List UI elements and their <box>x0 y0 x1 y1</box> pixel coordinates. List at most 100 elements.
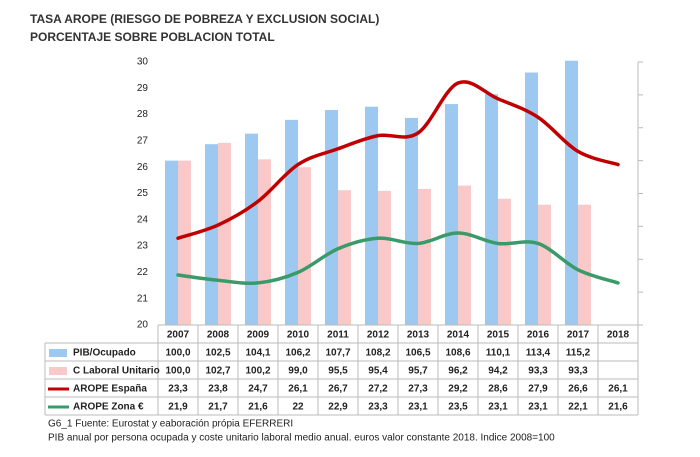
table-value: 24,7 <box>248 384 268 395</box>
table-value: 95,5 <box>328 366 348 377</box>
table-value: 108,2 <box>365 348 390 359</box>
x-tick-label: 2009 <box>247 330 270 341</box>
line <box>176 80 620 240</box>
bar <box>205 144 218 325</box>
table-value: 29,2 <box>448 384 468 395</box>
table-value: 28,6 <box>488 384 508 395</box>
table-value: 21,6 <box>248 402 268 413</box>
table-value: 21,9 <box>168 402 188 413</box>
table-value: 23,5 <box>448 402 468 413</box>
table-value: 106,5 <box>405 348 430 359</box>
x-tick-label: 2012 <box>367 330 390 341</box>
table-value: 27,9 <box>528 384 548 395</box>
x-tick-label: 2018 <box>607 330 630 341</box>
table-value: 100,0 <box>165 366 190 377</box>
bar <box>378 190 391 325</box>
y-tick-label: 27 <box>137 136 149 147</box>
legend-label: AROPE España <box>73 384 147 395</box>
chart-subtitle: PORCENTAJE SOBRE POBLACION TOTAL <box>30 30 275 44</box>
table-value: 99,0 <box>288 366 308 377</box>
chart-title: TASA AROPE (RIESGO DE POBREZA Y EXCLUSIO… <box>30 12 379 26</box>
bar <box>298 167 311 325</box>
table-value: 22,1 <box>568 402 588 413</box>
table-value: 26,6 <box>568 384 588 395</box>
table-value: 104,1 <box>245 348 270 359</box>
table-value: 23,1 <box>528 402 548 413</box>
x-tick-label: 2007 <box>167 330 190 341</box>
bar <box>245 133 258 325</box>
bar <box>218 142 231 325</box>
x-tick-label: 2008 <box>207 330 230 341</box>
bar <box>365 106 378 326</box>
y-tick-label: 25 <box>137 188 149 199</box>
x-tick-label: 2010 <box>287 330 310 341</box>
legend-label: AROPE Zona € <box>73 402 144 413</box>
bar <box>538 204 551 325</box>
table-value: 22 <box>292 402 304 413</box>
table-value: 22,9 <box>328 402 348 413</box>
y-tick-label: 22 <box>137 267 149 278</box>
bar <box>258 159 271 325</box>
table-value: 93,3 <box>528 366 548 377</box>
bar <box>498 198 511 325</box>
y-tick-label: 20 <box>137 320 149 331</box>
bar <box>458 185 471 325</box>
table-value: 23,1 <box>408 402 428 413</box>
bar <box>338 190 351 325</box>
table-value: 107,7 <box>325 348 350 359</box>
bar <box>178 160 191 325</box>
table-value: 94,2 <box>488 366 508 377</box>
bar <box>565 60 578 326</box>
y-tick-label: 30 <box>137 57 149 68</box>
bar <box>325 109 338 325</box>
table-value: 95,4 <box>368 366 388 377</box>
table-value: 102,7 <box>205 366 230 377</box>
table-value: 26,7 <box>328 384 348 395</box>
legend-swatch <box>49 367 67 375</box>
bar <box>165 160 178 325</box>
table-value: 93,3 <box>568 366 588 377</box>
legend-swatch <box>49 349 67 357</box>
table-value: 21,7 <box>208 402 228 413</box>
x-tick-label: 2013 <box>407 330 430 341</box>
table-value: 102,5 <box>205 348 230 359</box>
bar <box>485 94 498 325</box>
table-value: 115,2 <box>566 348 591 359</box>
legend-label: C Laboral Unitario <box>73 366 160 377</box>
table-value: 113,4 <box>526 348 551 359</box>
y-tick-label: 26 <box>137 162 149 173</box>
bar <box>285 119 298 325</box>
legend-label: PIB/Ocupado <box>73 348 136 359</box>
note: PIB anual por persona ocupada y coste un… <box>48 433 555 444</box>
table-value: 23,1 <box>488 402 508 413</box>
y-tick-label: 21 <box>137 293 149 304</box>
bar <box>418 188 431 325</box>
bar <box>578 204 591 325</box>
bar <box>405 117 418 325</box>
table-value: 110,1 <box>486 348 511 359</box>
x-tick-label: 2011 <box>327 330 349 341</box>
source: G6_1 Fuente: Eurostat y eaboración própi… <box>48 419 293 430</box>
table-value: 108,6 <box>445 348 470 359</box>
y-tick-label: 28 <box>137 109 149 120</box>
table-value: 100,2 <box>245 366 270 377</box>
line <box>176 231 620 285</box>
bar <box>525 72 538 326</box>
table-value: 106,2 <box>285 348 310 359</box>
table-value: 96,2 <box>448 366 468 377</box>
x-tick-label: 2015 <box>487 330 510 341</box>
x-tick-label: 2016 <box>527 330 550 341</box>
x-tick-label: 2017 <box>567 330 590 341</box>
table-value: 100,0 <box>165 348 190 359</box>
table-value: 23,3 <box>168 384 188 395</box>
table-value: 26,1 <box>608 384 628 395</box>
y-tick-label: 24 <box>137 214 149 225</box>
bar <box>445 104 458 325</box>
y-tick-label: 29 <box>137 83 149 94</box>
table-value: 27,3 <box>408 384 428 395</box>
x-tick-label: 2014 <box>447 330 470 341</box>
table-value: 23,8 <box>208 384 228 395</box>
table-value: 27,2 <box>368 384 388 395</box>
y-tick-label: 23 <box>137 241 149 252</box>
